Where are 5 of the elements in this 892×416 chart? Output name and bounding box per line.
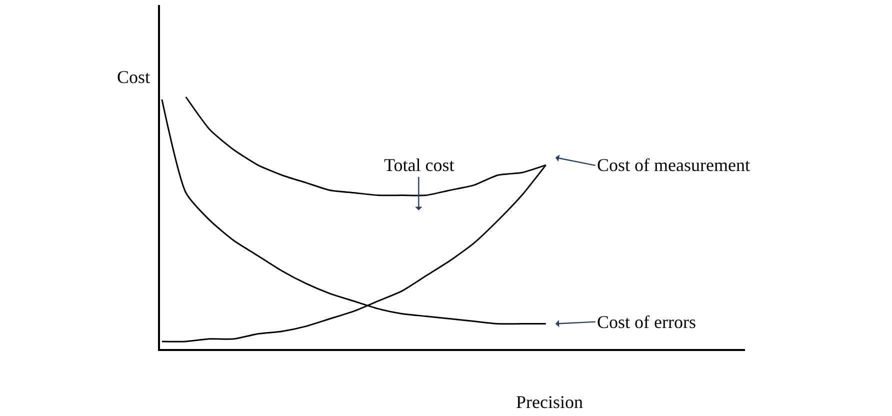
text: Cost of errors <box>597 312 696 332</box>
x-axis-title: Precision <box>516 392 583 412</box>
y-axis-title: Cost <box>117 67 150 87</box>
series-label: Total cost <box>384 155 454 175</box>
text: Cost of measurement <box>597 155 750 175</box>
